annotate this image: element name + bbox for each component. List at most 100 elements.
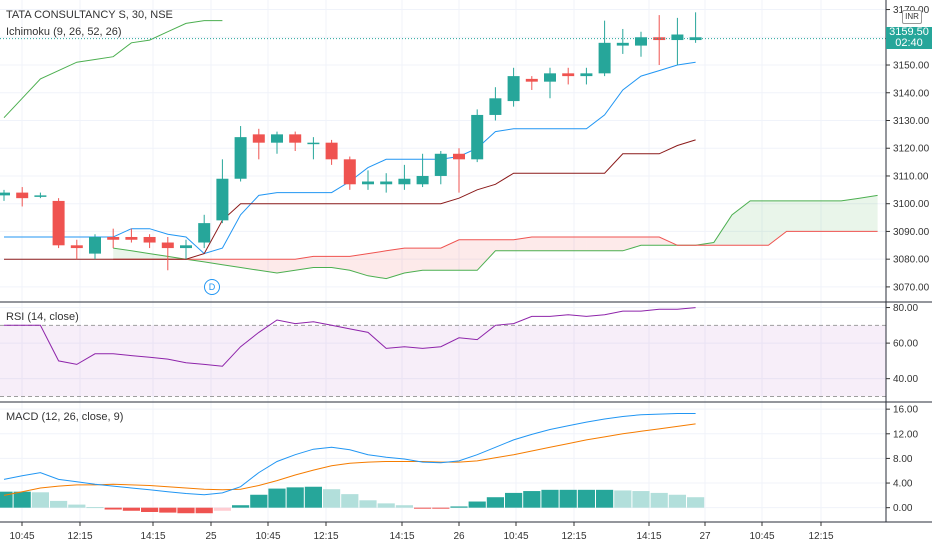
macd-histogram-bar [541,489,559,508]
macd-histogram-bar [414,507,432,509]
candle-body [689,37,702,41]
candle-body [52,200,65,246]
macd-histogram-bar [232,505,250,508]
ichimoku-cloud-segment [841,198,860,232]
candle [325,139,338,165]
macd-histogram-bar [141,507,159,512]
candle [471,109,484,163]
macd-histogram-bar [0,491,13,508]
ichimoku-cloud-segment [786,200,805,232]
lagging-span [3,20,223,119]
time-tick-label: 10:45 [749,531,774,542]
price-tick-label: 3120.00 [893,144,930,155]
time-tick-label: 12:15 [313,531,338,542]
macd-histogram-bar [450,506,468,508]
macd-histogram-bar [195,507,213,514]
candle [525,76,538,90]
rsi-tick-label: 40.00 [893,374,918,385]
ichimoku-legend[interactable]: Ichimoku (9, 26, 52, 26) [6,26,122,38]
macd-histogram-bar [268,488,286,508]
candle [289,131,302,151]
macd-legend[interactable]: MACD (12, 26, close, 9) [6,411,124,423]
ichimoku-cloud-segment [404,248,423,274]
time-tick-label: 12:15 [561,531,586,542]
candle [16,187,29,207]
candle [689,12,702,43]
macd-tick-label: 8.00 [893,454,913,465]
base-line [4,139,696,260]
price-tick-label: 3130.00 [893,116,930,127]
ichimoku-cloud-segment [568,236,587,251]
candle-body [562,73,575,77]
ichimoku-cloud-segment [513,236,532,251]
rsi-legend[interactable]: RSI (14, close) [6,311,79,323]
candle [143,234,156,249]
macd-histogram-bar [68,504,86,508]
candle [416,153,429,188]
candle [34,192,47,199]
macd-histogram-bar [250,494,268,508]
macd-histogram-bar [122,507,140,511]
macd-histogram-bar [395,505,413,508]
price-tick-label: 3140.00 [893,88,930,99]
time-tick-label: 10:45 [503,531,528,542]
macd-histogram-bar [104,507,122,510]
time-tick-label: 26 [453,531,465,542]
candle-body [325,142,338,160]
candle-body [525,78,538,82]
currency-badge[interactable]: INR [902,10,922,24]
ichimoku-cloud-segment [240,259,259,271]
candle-body [107,236,120,240]
candle [234,126,247,182]
macd-tick-label: 4.00 [893,479,913,490]
candle [52,198,65,249]
rsi-tick-label: 80.00 [893,303,918,314]
macd-histogram-bar [50,500,68,508]
price-tick-label: 3150.00 [893,61,930,72]
ichimoku-cloud-segment [550,236,569,251]
candle [616,28,629,54]
candle-body [616,42,629,46]
ichimoku-cloud-segment [277,259,296,274]
macd-histogram-bar [486,497,504,508]
ichimoku-cloud-segment [823,200,842,232]
ichimoku-cloud-segment [768,200,787,246]
macd-histogram-bar [13,491,31,508]
ichimoku-cloud-segment [258,259,277,274]
candle-body [161,242,174,249]
macd-tick-label: 16.00 [893,405,918,416]
candle [598,20,611,77]
candle [107,228,120,249]
ichimoku-cloud-segment [732,200,751,246]
ichimoku-cloud-segment [440,239,459,271]
rsi-band [0,325,886,397]
macd-histogram-bar [286,487,304,508]
candle [544,67,556,99]
ichimoku-cloud-segment [604,236,623,251]
time-tick-label: 27 [699,531,711,542]
time-tick-label: 12:15 [67,531,92,542]
last-price: 3159.50 [889,26,929,38]
macd-tick-label: 0.00 [893,503,913,514]
candle-body [271,134,283,143]
macd-histogram-bar [632,491,650,508]
macd-histogram-bar [505,492,523,508]
candle-body [598,42,611,74]
time-tick-label: 12:15 [808,531,833,542]
candle-body [343,159,356,185]
time-tick-label: 10:45 [255,531,280,542]
macd-histogram-bar [341,494,359,508]
dividend-marker[interactable]: D [204,279,220,295]
candle-body [671,34,684,41]
candle [635,31,647,57]
candle [653,15,666,66]
candle-body [362,181,374,185]
candle [580,67,593,85]
candle [271,131,283,154]
candle-body [453,153,465,160]
candle-body [471,114,484,160]
rsi-line [4,307,696,367]
candle-body [635,37,647,46]
candle-body [34,195,47,197]
